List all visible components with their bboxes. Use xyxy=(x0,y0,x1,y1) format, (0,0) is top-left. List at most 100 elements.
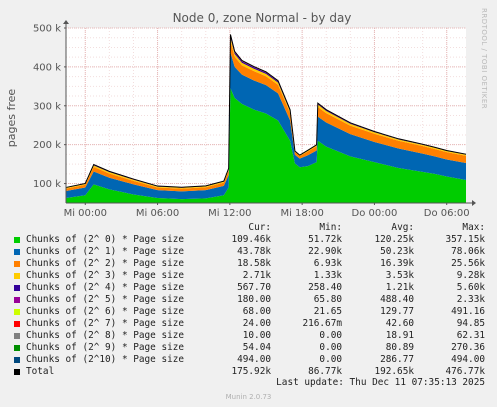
y-tick-label: 400 k xyxy=(33,62,61,73)
legend-avg-value: 16.39k xyxy=(380,258,414,269)
legend-swatch xyxy=(14,285,20,291)
y-axis-label: pages free xyxy=(5,89,18,148)
y-tick-label: 500 k xyxy=(33,24,61,35)
legend-max-value: 78.06k xyxy=(451,246,485,257)
legend-swatch xyxy=(14,273,20,279)
x-axis-arrow xyxy=(472,200,476,206)
legend-row: Total 175.92k 86.77k 192.65k 476.77k xyxy=(0,366,497,378)
y-tick-label: 200 k xyxy=(33,140,61,151)
total-line xyxy=(65,34,467,188)
legend-cur-value: 109.46k xyxy=(231,234,271,245)
legend-max-value: 62.31 xyxy=(456,330,485,341)
area-layers xyxy=(66,34,466,203)
legend-series-name: Chunks of (2^ 6) * Page size xyxy=(26,306,185,317)
legend-max-value: 9.28k xyxy=(456,270,485,281)
legend-series-name: Chunks of (2^ 4) * Page size xyxy=(26,282,185,293)
legend-cur-value: 43.78k xyxy=(237,246,271,257)
legend-swatch xyxy=(14,237,20,243)
legend-row: Chunks of (2^ 2) * Page size 18.58k 6.93k 1… xyxy=(0,258,497,270)
total-line-group xyxy=(65,34,467,188)
legend-series-name: Chunks of (2^ 7) * Page size xyxy=(26,318,185,329)
y-tick-label: 300 k xyxy=(33,101,61,112)
legend-avg-value: 488.40 xyxy=(380,294,414,305)
legend-swatch xyxy=(14,345,20,351)
legend-min-value: 6.93k xyxy=(313,258,342,269)
legend-min-value: 0.00 xyxy=(319,342,342,353)
legend-cur-value: 175.92k xyxy=(231,366,271,377)
legend-min-value: 0.00 xyxy=(319,354,342,365)
legend-avg-value: 42.60 xyxy=(385,318,414,329)
legend-max-value: 25.56k xyxy=(451,258,485,269)
legend-avg-value: 286.77 xyxy=(380,354,414,365)
legend-row: Chunks of (2^ 9) * Page size 54.04 0.00 80.… xyxy=(0,342,497,354)
chart-canvas: Node 0, zone Normal - by day pages free … xyxy=(5,8,488,219)
legend-row: Chunks of (2^ 6) * Page size 68.00 21.65 12… xyxy=(0,306,497,318)
x-tick-label: Mi 00:00 xyxy=(64,208,107,219)
x-tick-label: Do 06:00 xyxy=(424,208,470,219)
legend-swatch xyxy=(14,333,20,339)
legend-series-name: Chunks of (2^ 9) * Page size xyxy=(26,342,185,353)
legend-max-value: 5.60k xyxy=(456,282,485,293)
legend-swatch xyxy=(14,357,20,363)
x-tick-labels: Mi 00:00 Mi 06:00 Mi 12:00 Mi 18:00 Do 00:00… xyxy=(64,203,470,219)
x-tick-label: Do 00:00 xyxy=(352,208,398,219)
x-tick-label: Mi 18:00 xyxy=(280,208,323,219)
legend-swatch xyxy=(14,321,20,327)
legend-row: Chunks of (2^ 7) * Page size 24.00 216.67m… xyxy=(0,318,497,330)
legend-min-value: 1.33k xyxy=(313,270,342,281)
legend-row: Chunks of (2^ 8) * Page size 10.00 0.00 18.… xyxy=(0,330,497,342)
legend-cur-value: 494.00 xyxy=(237,354,271,365)
legend-row: Chunks of (2^10) * Page size 494.00 0.00 28… xyxy=(0,354,497,366)
legend-series-name: Total xyxy=(26,366,55,377)
legend-min-value: 258.40 xyxy=(308,282,342,293)
legend-row: Chunks of (2^ 5) * Page size 180.00 65.80 4… xyxy=(0,294,497,306)
legend-series-name: Chunks of (2^ 8) * Page size xyxy=(26,330,185,341)
legend-swatch xyxy=(14,309,20,315)
legend-swatch xyxy=(14,369,20,375)
legend-max-value: 476.77k xyxy=(445,366,485,377)
y-axis-arrow xyxy=(63,20,69,24)
legend-max-value: 491.16 xyxy=(451,306,485,317)
legend-cur-value: 10.00 xyxy=(242,330,271,341)
x-tick-label: Mi 12:00 xyxy=(208,208,251,219)
legend-avg-value: 50.23k xyxy=(380,246,414,257)
legend-max-value: 357.15k xyxy=(445,234,485,245)
legend-swatch xyxy=(14,261,20,267)
legend-swatch xyxy=(14,297,20,303)
legend-min-value: 21.65 xyxy=(313,306,342,317)
legend-row: Chunks of (2^ 3) * Page size 2.71k 1.33k 3.… xyxy=(0,270,497,282)
legend-cur-value: 2.71k xyxy=(242,270,271,281)
legend-avg-value: 80.89 xyxy=(385,342,414,353)
legend-col-max: Max: xyxy=(462,222,485,233)
legend-max-value: 270.36 xyxy=(451,342,485,353)
legend-series-name: Chunks of (2^ 0) * Page size xyxy=(26,234,185,245)
legend-series-name: Chunks of (2^10) * Page size xyxy=(26,354,185,365)
area-series-1 xyxy=(66,52,466,200)
legend-header: Cur: Min: Avg: Max: xyxy=(0,222,497,234)
x-tick-label: Mi 06:00 xyxy=(136,208,179,219)
legend-min-value: 0.00 xyxy=(319,330,342,341)
legend-series-name: Chunks of (2^ 2) * Page size xyxy=(26,258,185,269)
legend-avg-value: 120.25k xyxy=(374,234,414,245)
legend-series-name: Chunks of (2^ 3) * Page size xyxy=(26,270,185,281)
legend-series-name: Chunks of (2^ 1) * Page size xyxy=(26,246,185,257)
area-series-2 xyxy=(66,40,466,192)
axes xyxy=(63,20,476,206)
last-update: Last update: Thu Dec 11 07:35:13 2025 xyxy=(276,377,485,388)
legend-cur-value: 180.00 xyxy=(237,294,271,305)
legend-series-name: Chunks of (2^ 5) * Page size xyxy=(26,294,185,305)
legend-col-min: Min: xyxy=(319,222,342,233)
rrdtool-credit: RRDTOOL / TOBI OETIKER xyxy=(480,8,488,109)
chart-title: Node 0, zone Normal - by day xyxy=(173,11,352,25)
legend-min-value: 86.77k xyxy=(308,366,342,377)
legend-avg-value: 1.21k xyxy=(385,282,414,293)
legend-cur-value: 24.00 xyxy=(242,318,271,329)
y-tick-label: 100 k xyxy=(33,179,61,190)
legend-min-value: 65.80 xyxy=(313,294,342,305)
legend-avg-value: 3.53k xyxy=(385,270,414,281)
legend-row: Chunks of (2^ 0) * Page size 109.46k 51.72… xyxy=(0,234,497,246)
legend-col-cur: Cur: xyxy=(248,222,271,233)
legend-min-value: 22.90k xyxy=(308,246,342,257)
legend-cur-value: 68.00 xyxy=(242,306,271,317)
